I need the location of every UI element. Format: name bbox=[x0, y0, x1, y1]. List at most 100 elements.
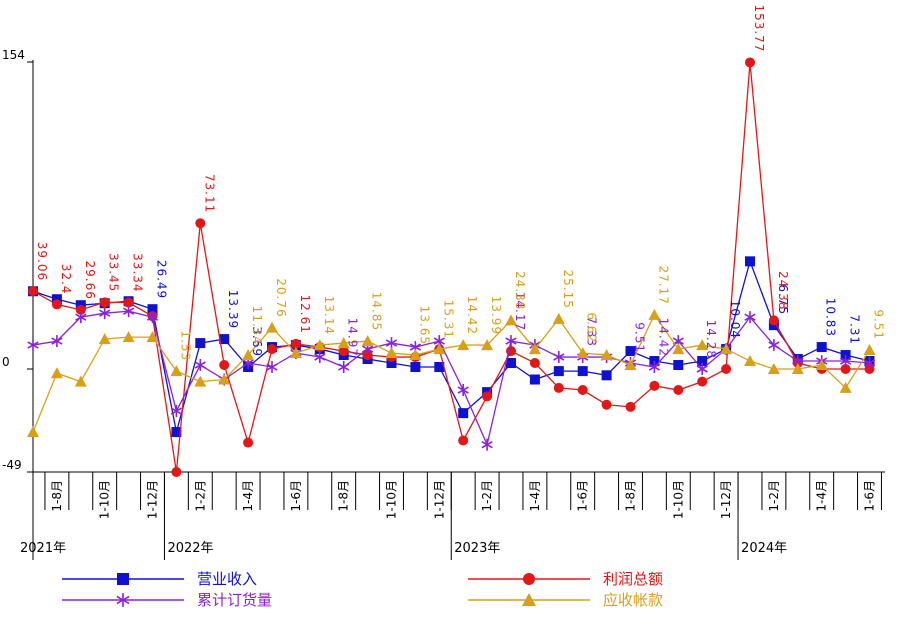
data-point bbox=[99, 297, 110, 308]
data-point bbox=[338, 346, 349, 357]
data-point bbox=[28, 286, 38, 297]
data-point bbox=[600, 349, 613, 361]
data-point bbox=[577, 366, 588, 377]
data-label: 73.11 bbox=[202, 174, 216, 213]
data-point bbox=[672, 343, 685, 355]
star-stroke bbox=[744, 313, 756, 321]
legend-label: 累计订货量 bbox=[197, 591, 272, 609]
legend-label: 应收帐款 bbox=[603, 591, 663, 609]
data-label: 32.4 bbox=[59, 264, 73, 295]
data-label: 27.17 bbox=[656, 265, 670, 304]
data-label: 13.14 bbox=[322, 296, 336, 335]
star-stroke bbox=[768, 341, 780, 349]
data-point bbox=[744, 311, 756, 324]
data-point bbox=[195, 338, 206, 349]
data-point bbox=[314, 351, 326, 364]
data-point bbox=[146, 331, 159, 343]
data-point bbox=[744, 355, 756, 367]
data-point bbox=[170, 405, 183, 418]
data-label: 6.62 bbox=[585, 312, 599, 343]
data-point bbox=[553, 351, 565, 364]
data-point bbox=[768, 339, 780, 352]
series-line bbox=[32, 259, 870, 433]
data-point bbox=[290, 338, 301, 349]
star-stroke bbox=[505, 337, 517, 345]
data-point bbox=[601, 370, 612, 381]
star-stroke bbox=[696, 365, 708, 373]
data-point bbox=[171, 427, 182, 438]
data-point bbox=[51, 335, 63, 348]
data-point bbox=[745, 57, 755, 68]
year-label: 2021年 bbox=[20, 541, 66, 556]
data-point bbox=[98, 333, 111, 345]
data-point bbox=[481, 438, 493, 451]
data-point bbox=[576, 347, 589, 359]
data-point bbox=[146, 311, 159, 324]
label-layer: 26.49 13.39 3.69 10.04 6.75 10.83 7.31 39.06 32.… bbox=[35, 4, 886, 361]
x-tick-label: 1-4月 bbox=[241, 480, 255, 512]
year-label: 2023年 bbox=[454, 541, 500, 556]
data-label: 1.53 bbox=[178, 330, 192, 361]
star-stroke bbox=[99, 309, 111, 317]
legend-item: 利润总额 bbox=[468, 570, 663, 588]
data-point bbox=[122, 305, 135, 318]
data-point bbox=[815, 359, 828, 371]
data-label: 10.04 bbox=[728, 300, 742, 339]
data-point bbox=[673, 385, 684, 396]
x-tick-label: 1-6月 bbox=[289, 480, 303, 512]
data-point bbox=[649, 380, 660, 391]
data-point bbox=[816, 342, 827, 353]
star-stroke bbox=[863, 359, 876, 367]
data-point bbox=[863, 344, 876, 356]
data-point bbox=[123, 297, 134, 308]
data-label: 10.83 bbox=[824, 298, 838, 337]
star-stroke bbox=[75, 313, 87, 321]
data-point bbox=[457, 384, 469, 397]
x-tick-label: 1-6月 bbox=[576, 480, 590, 512]
legend-marker bbox=[522, 593, 536, 606]
star-stroke bbox=[839, 357, 852, 365]
star-stroke bbox=[194, 361, 206, 369]
data-point bbox=[721, 364, 732, 374]
data-point bbox=[51, 294, 62, 305]
data-point bbox=[840, 364, 851, 374]
star-stroke bbox=[457, 386, 469, 394]
data-label: 24.38 bbox=[513, 271, 527, 310]
data-point bbox=[122, 331, 135, 343]
data-point bbox=[673, 360, 684, 371]
series-line bbox=[32, 310, 870, 447]
data-point bbox=[171, 467, 182, 477]
y-tick-label: 0 bbox=[2, 355, 10, 369]
data-point bbox=[552, 312, 565, 324]
x-tick-label: 1-6月 bbox=[863, 480, 877, 512]
star-stroke bbox=[553, 353, 565, 361]
data-point bbox=[75, 304, 86, 315]
data-point bbox=[577, 385, 588, 396]
legend-item: 应收帐款 bbox=[468, 591, 663, 609]
data-label: 24.38 bbox=[776, 271, 790, 310]
star-stroke bbox=[122, 307, 135, 315]
data-point bbox=[242, 349, 255, 361]
data-point bbox=[482, 391, 493, 402]
data-point bbox=[74, 375, 87, 387]
data-label: 9.51 bbox=[872, 309, 886, 340]
legend-label: 营业收入 bbox=[197, 570, 257, 588]
data-point bbox=[768, 315, 779, 326]
x-tick-label: 1-10月 bbox=[98, 480, 112, 519]
star-stroke bbox=[116, 595, 130, 605]
star-stroke bbox=[361, 345, 374, 353]
data-point bbox=[529, 374, 540, 385]
data-point bbox=[529, 358, 540, 369]
data-point bbox=[170, 365, 183, 377]
star-stroke bbox=[51, 337, 63, 345]
data-label: 14.42 bbox=[656, 318, 670, 357]
data-point bbox=[601, 399, 612, 410]
data-point bbox=[434, 362, 445, 373]
data-label: 14.28 bbox=[704, 320, 718, 359]
data-point bbox=[219, 360, 230, 371]
data-point bbox=[194, 375, 207, 387]
data-point bbox=[27, 426, 39, 438]
data-label: 153.77 bbox=[752, 4, 766, 52]
star-stroke bbox=[648, 363, 661, 371]
